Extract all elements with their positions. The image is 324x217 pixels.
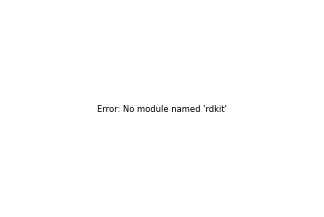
Text: Error: No module named 'rdkit': Error: No module named 'rdkit'	[97, 105, 227, 113]
